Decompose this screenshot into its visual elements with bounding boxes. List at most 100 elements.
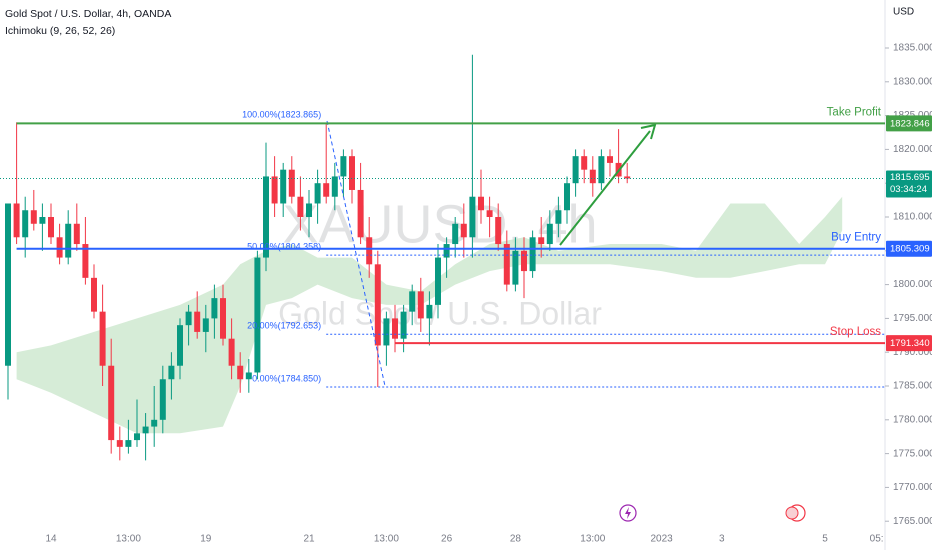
candle-body — [409, 291, 416, 312]
price-axis — [885, 0, 932, 550]
candle-body — [478, 196, 484, 211]
candle-body — [220, 298, 226, 339]
y-tick-label: 1810.000 — [893, 212, 932, 223]
x-tick-label: 2023 — [650, 534, 673, 545]
candle-body — [607, 156, 613, 163]
candle-body — [624, 176, 631, 179]
price-tag-label: 1823.846 — [890, 118, 930, 129]
candle-body — [108, 365, 115, 441]
y-tick-label: 1795.000 — [893, 313, 932, 324]
price-tag-label: 1791.340 — [890, 338, 930, 349]
price-tag — [886, 115, 932, 132]
candle-body — [314, 183, 321, 204]
candle-body — [598, 156, 605, 184]
candle-body — [22, 210, 29, 238]
candle-body — [202, 318, 209, 332]
countdown-label: 03:34:24 — [890, 184, 927, 195]
candle-body — [521, 250, 527, 272]
fib-label: 50.00%(1804.358) — [247, 242, 321, 252]
candle-body — [443, 244, 450, 258]
x-tick-label: 19 — [200, 534, 212, 545]
y-tick-label: 1790.000 — [893, 347, 932, 358]
y-tick-label: 1775.000 — [893, 448, 932, 459]
x-tick-label: 13:00 — [580, 534, 605, 545]
fib-label: 100.00%(1823.865) — [242, 110, 321, 120]
candle-body — [288, 169, 295, 197]
y-tick-label: 1800.000 — [893, 279, 932, 290]
x-tick-label: 13:00 — [374, 534, 399, 545]
candle-body — [435, 257, 441, 305]
x-tick-label: 26 — [441, 534, 453, 545]
ichimoku-cloud — [16, 196, 843, 434]
candle-body — [73, 223, 80, 245]
candle-body — [495, 217, 502, 245]
candle-body — [56, 237, 63, 258]
candle-body — [297, 196, 304, 218]
price-tag — [886, 240, 932, 257]
candle-body — [460, 223, 467, 238]
chart-title: Gold Spot / U.S. Dollar, 4h, OANDA — [5, 8, 171, 20]
candle-body — [185, 311, 192, 326]
candle-body — [417, 291, 424, 319]
event-flag — [785, 506, 799, 520]
candle-body — [151, 419, 158, 427]
candle-body — [392, 318, 398, 339]
candle-body — [237, 365, 244, 380]
price-tag-label: 1805.309 — [890, 244, 930, 255]
x-tick-label: 5 — [822, 534, 828, 545]
y-tick-label: 1765.000 — [893, 516, 932, 527]
candle-body — [503, 244, 510, 285]
x-tick-label: 14 — [45, 534, 57, 545]
x-tick-label: 21 — [303, 534, 315, 545]
candle-body — [159, 379, 166, 420]
y-tick-label: 1820.000 — [893, 144, 932, 155]
candle-body — [589, 169, 596, 184]
candle-body — [5, 203, 11, 366]
currency: USD — [893, 7, 914, 18]
candle-body — [142, 426, 149, 434]
y-tick-label: 1835.000 — [893, 43, 932, 54]
candle-body — [48, 217, 54, 238]
candle-body — [263, 176, 269, 258]
candle-body — [30, 210, 37, 224]
candle-body — [374, 264, 381, 346]
candle-body — [452, 223, 459, 245]
candle-body — [512, 250, 519, 285]
level-name: Stop Loss — [830, 326, 881, 338]
candle-body — [469, 196, 476, 238]
candle-body — [177, 325, 183, 366]
x-tick-label: 3 — [719, 534, 725, 545]
candle-body — [91, 277, 97, 312]
x-tick-label: 13:00 — [116, 534, 141, 545]
last-price-label: 1815.695 — [890, 172, 930, 183]
candle-body — [254, 257, 261, 373]
candle-body — [383, 318, 390, 346]
candle-body — [194, 311, 201, 332]
candle-body — [39, 217, 46, 224]
candle-body — [486, 210, 493, 218]
candle-body — [211, 298, 218, 319]
fib-label: 20.00%(1792.653) — [247, 321, 321, 331]
candle-body — [245, 372, 252, 380]
candle-body — [426, 304, 433, 319]
fib-label: 0.00%(1784.850) — [252, 373, 321, 383]
candle-body — [99, 311, 106, 366]
indicator-label: Ichimoku (9, 26, 52, 26) — [5, 25, 115, 37]
candle-body — [538, 237, 545, 245]
candle-body — [400, 311, 407, 339]
price-tag — [886, 335, 932, 352]
x-tick-label: 05: — [870, 534, 884, 545]
last-price-tag — [886, 170, 932, 198]
y-tick-label: 1770.000 — [893, 482, 932, 493]
level-name: Buy Entry — [831, 232, 881, 244]
level-name: Take Profit — [827, 106, 882, 118]
candle-body — [82, 244, 89, 278]
candle-body — [572, 156, 579, 184]
candle-body — [125, 440, 132, 447]
candle-body — [331, 176, 338, 197]
y-tick-label: 1785.000 — [893, 381, 932, 392]
candle-body — [349, 156, 355, 190]
candle-body — [168, 365, 175, 380]
candle-body — [564, 183, 570, 211]
fib-trend-line — [326, 120, 386, 387]
